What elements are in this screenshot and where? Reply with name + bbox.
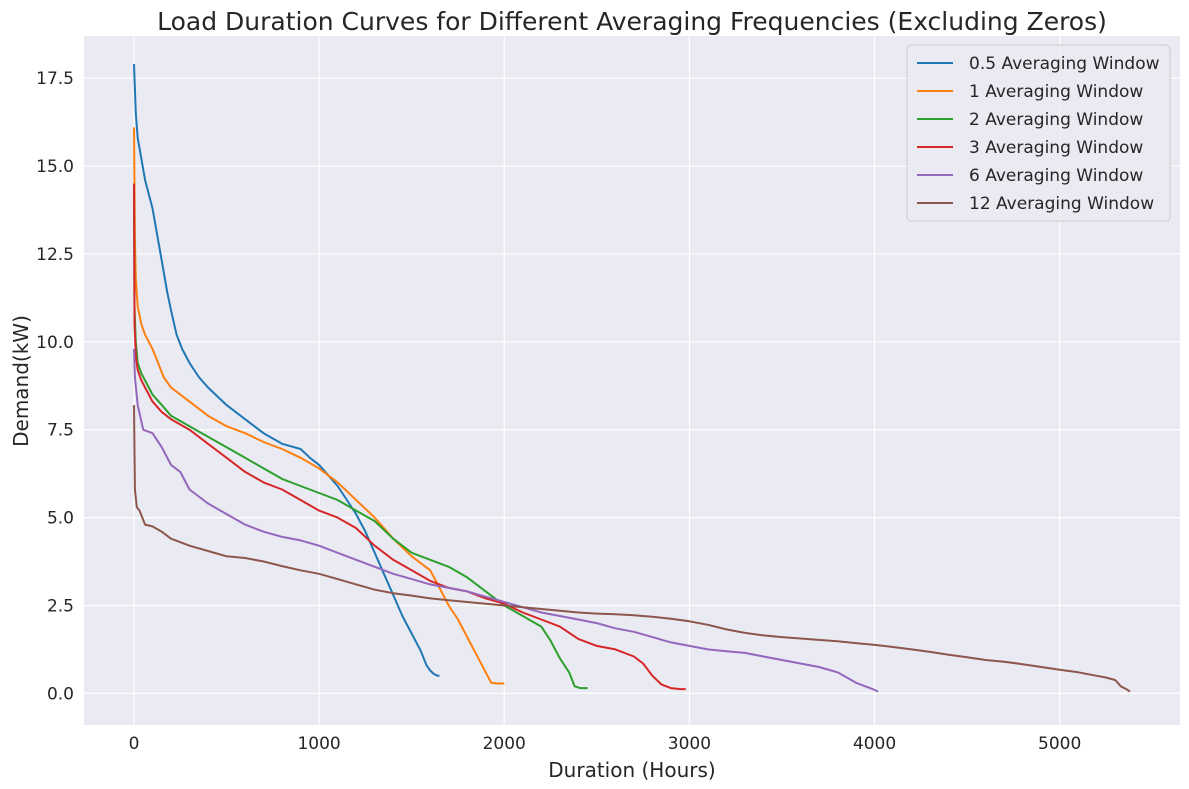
legend-label: 12 Averaging Window — [969, 194, 1154, 214]
legend-box — [906, 44, 1171, 222]
series-line-3 — [133, 183, 588, 690]
x-tick-label: 5000 — [1038, 734, 1081, 754]
y-tick-label: 0.0 — [47, 684, 74, 704]
x-tick-label: 1000 — [297, 734, 340, 754]
x-tick-label: 0 — [129, 734, 140, 754]
x-axis-label: Duration (Hours) — [548, 758, 715, 782]
y-axis-ticks: 0.0 2.5 5.0 7.5 10.0 12.5 15.0 17.5 — [36, 69, 74, 704]
x-tick-label: 4000 — [853, 734, 896, 754]
series-layer — [133, 64, 1131, 693]
legend-label: 0.5 Averaging Window — [969, 54, 1160, 74]
legend-label: 2 Averaging Window — [969, 110, 1143, 130]
series-line-2 — [133, 127, 505, 685]
x-axis-ticks: 0 1000 2000 3000 4000 5000 — [129, 734, 1082, 754]
y-tick-label: 5.0 — [47, 509, 74, 529]
legend: 0.5 Averaging Window 1 Averaging Window 2 … — [906, 44, 1171, 222]
series-line-1 — [133, 64, 440, 677]
series-line-5 — [133, 348, 879, 693]
legend-label: 3 Averaging Window — [969, 138, 1143, 158]
y-tick-label: 15.0 — [36, 157, 74, 177]
series-line-4 — [133, 183, 686, 691]
x-tick-label: 2000 — [483, 734, 526, 754]
y-axis-label: Demand(kW) — [9, 315, 33, 447]
y-tick-label: 10.0 — [36, 333, 74, 353]
y-tick-label: 7.5 — [47, 421, 74, 441]
y-tick-label: 12.5 — [36, 245, 74, 265]
legend-label: 6 Averaging Window — [969, 166, 1143, 186]
chart-title: Load Duration Curves for Different Avera… — [157, 7, 1107, 36]
y-tick-label: 17.5 — [36, 69, 74, 89]
legend-label: 1 Averaging Window — [969, 82, 1143, 102]
series-line-6 — [133, 405, 1131, 693]
y-tick-label: 2.5 — [47, 596, 74, 616]
x-tick-label: 3000 — [668, 734, 711, 754]
